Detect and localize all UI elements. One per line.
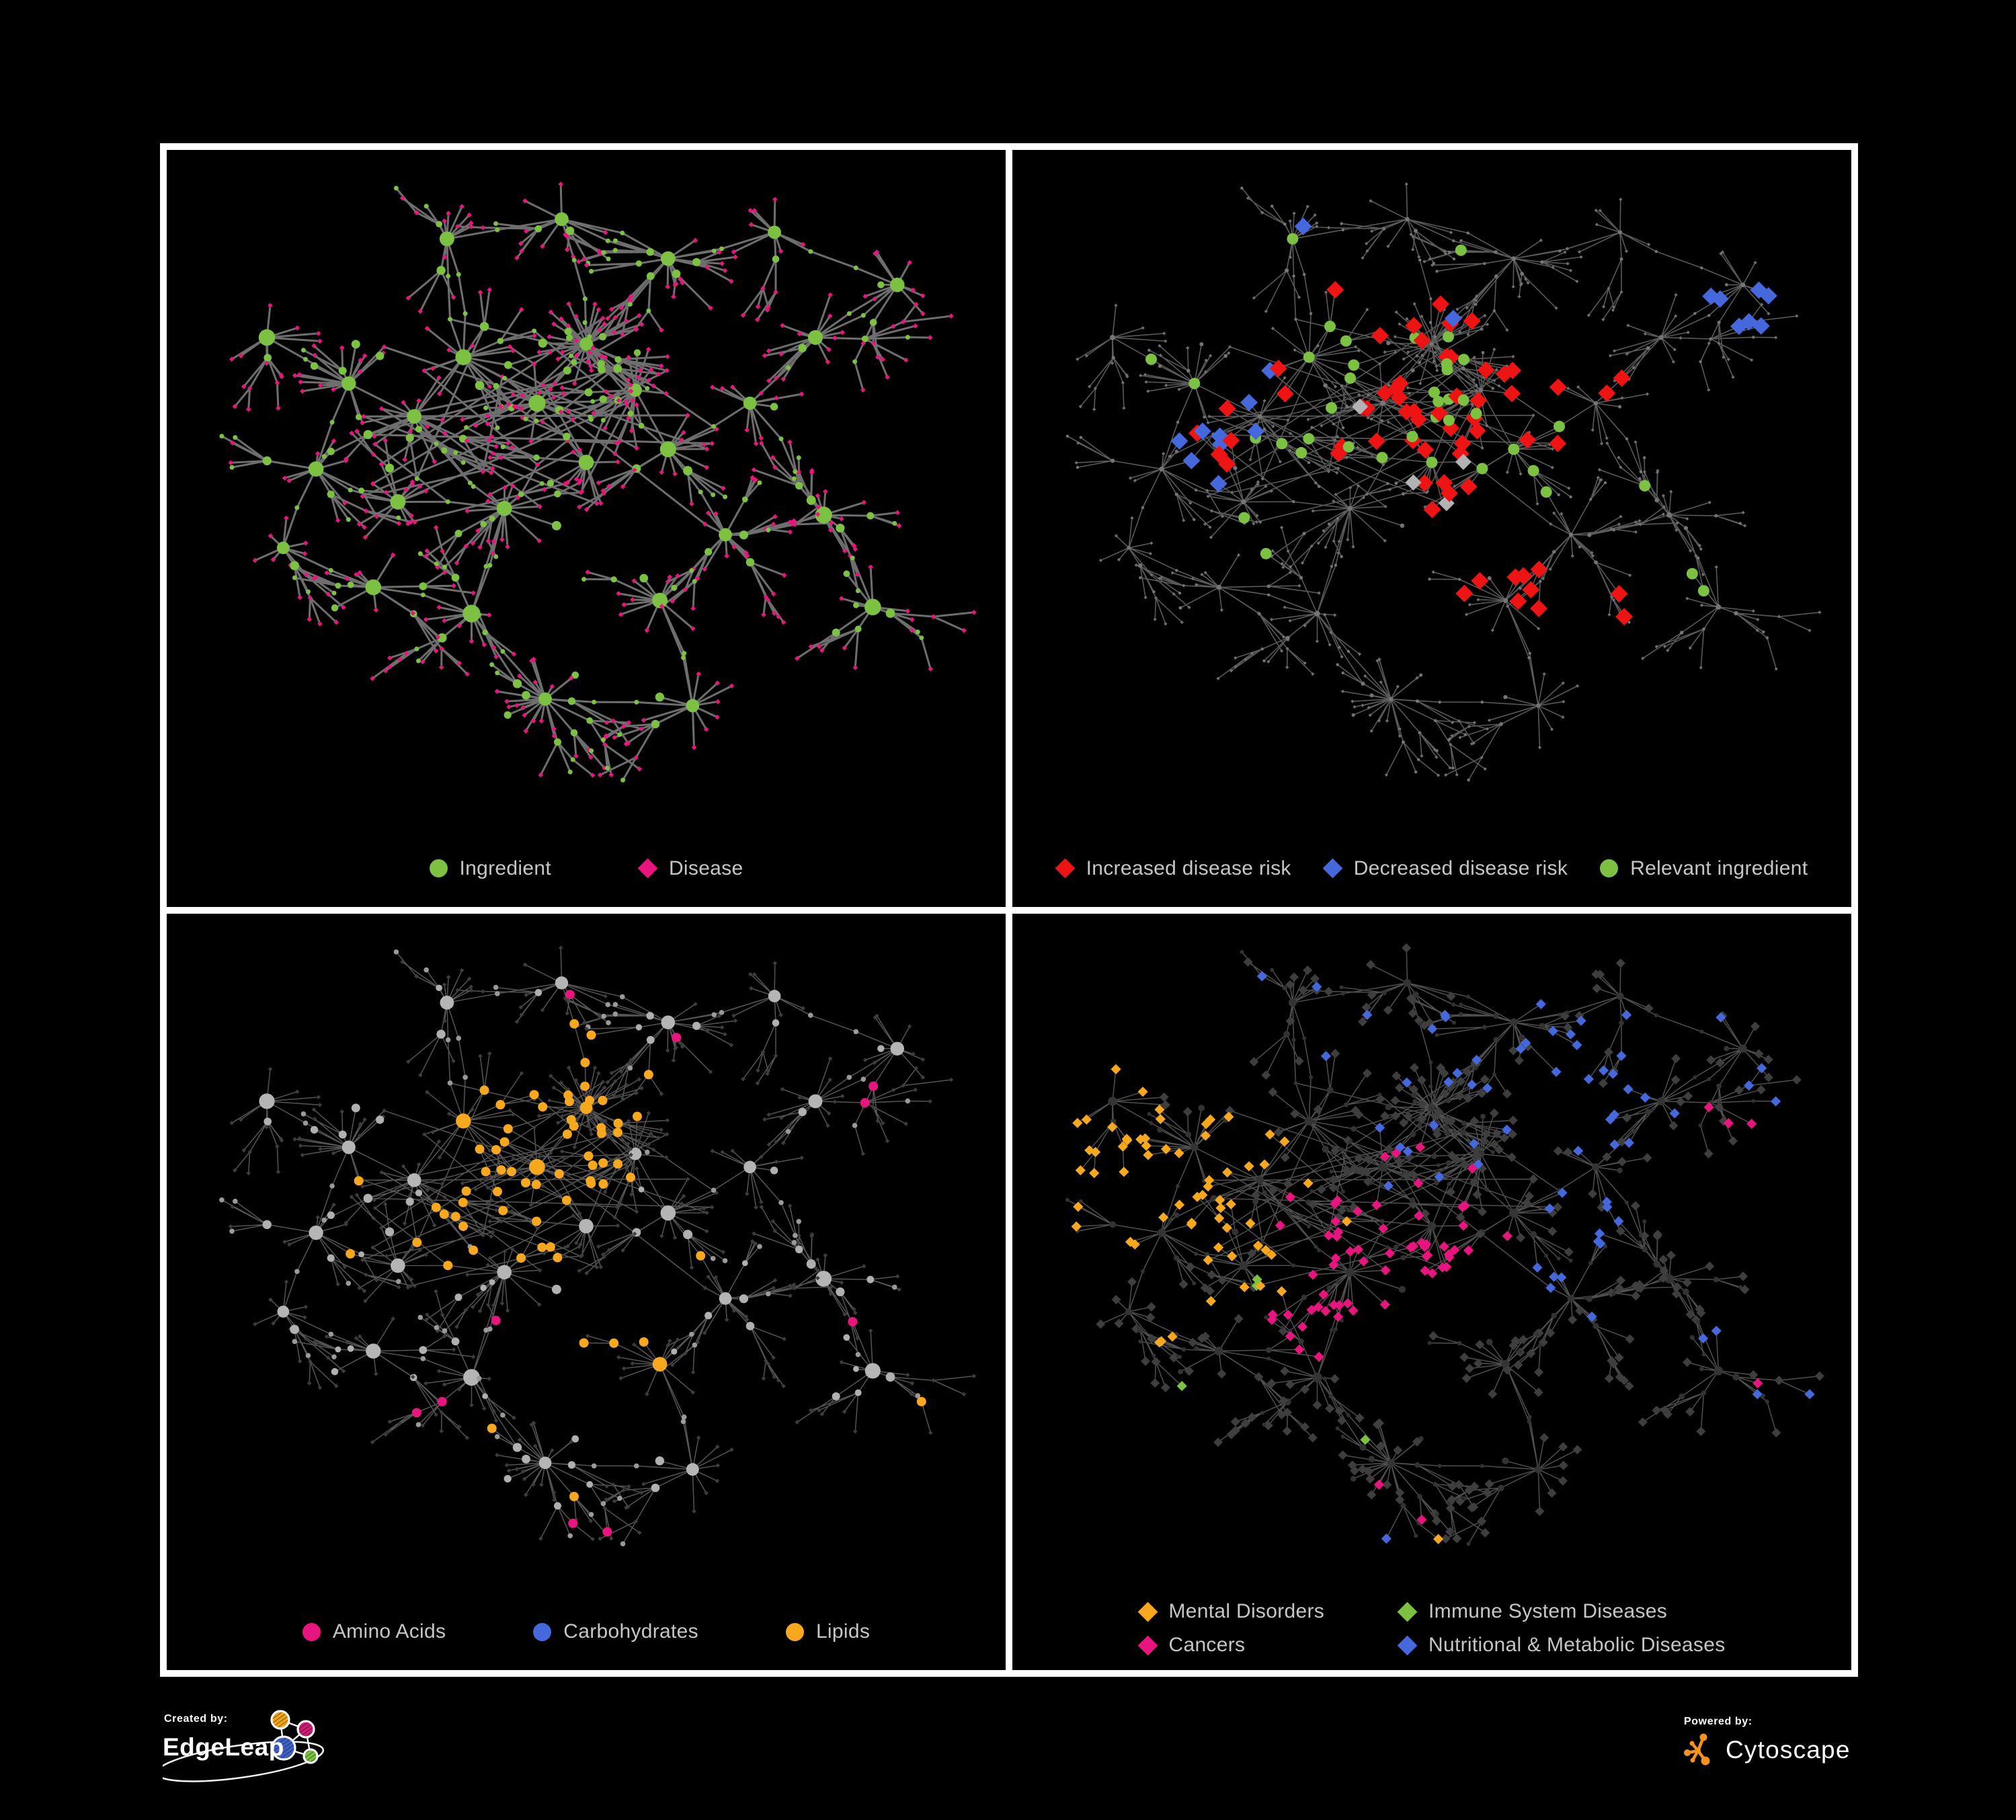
legend-disease-classes: Mental Disorders Immune System Diseases … — [1012, 1600, 1851, 1657]
legend-label: Carbohydrates — [563, 1620, 698, 1643]
legend-label: Ingredient — [459, 857, 551, 879]
network-nodes — [219, 182, 977, 783]
legend-item: Nutritional & Metabolic Diseases — [1397, 1634, 1726, 1657]
disease-legend-marker-icon — [637, 858, 658, 879]
panel-ingredient-disease: Ingredient Disease — [167, 150, 1006, 907]
immune-diseases-legend-marker-icon — [1397, 1601, 1418, 1622]
nutritional-metabolic-legend-marker-icon — [1397, 1635, 1418, 1655]
legend-item: Relevant ingredient — [1600, 857, 1808, 880]
legend-nutrient-classes: Amino Acids Carbohydrates Lipids — [167, 1620, 1006, 1643]
powered-by-label: Powered by: — [1684, 1716, 1752, 1727]
legend-label: Nutritional & Metabolic Diseases — [1428, 1634, 1726, 1656]
panel-disease-risk: Increased disease risk Decreased disease… — [1012, 150, 1851, 907]
panel-nutrient-classes: Amino Acids Carbohydrates Lipids — [167, 913, 1006, 1670]
network-edges — [1067, 184, 1820, 781]
edgeleap-logo-text: EdgeLeap — [163, 1733, 284, 1761]
legend-label: Relevant ingredient — [1630, 857, 1808, 879]
carbohydrates-legend-marker-icon — [533, 1622, 552, 1641]
network-nodes — [1065, 943, 1824, 1546]
amino-acids-legend-marker-icon — [302, 1622, 321, 1641]
legend-label: Disease — [668, 857, 743, 879]
panel-grid: Ingredient Disease Increased disease ris… — [160, 143, 1858, 1677]
cytoscape-logo-icon — [1684, 1733, 1710, 1766]
legend-label: Decreased disease risk — [1353, 857, 1568, 879]
legend-item: Lipids — [785, 1620, 871, 1643]
edgeleap-logo-icon — [163, 1710, 325, 1782]
network-highlighted-nodes — [346, 989, 926, 1536]
network-highlighted-nodes — [1145, 217, 1777, 626]
legend-label: Increased disease risk — [1086, 857, 1291, 879]
network-edges — [1067, 947, 1820, 1544]
legend-label: Immune System Diseases — [1428, 1600, 1668, 1622]
network-nodes — [219, 945, 977, 1546]
legend-disease-risk: Increased disease risk Decreased disease… — [1012, 857, 1851, 880]
ingredient-legend-marker-icon — [429, 859, 448, 877]
legend-item: Mental Disorders — [1137, 1600, 1325, 1623]
relevant-ingredient-legend-marker-icon — [1600, 859, 1619, 877]
legend-item: Ingredient — [429, 857, 551, 880]
network-edges — [221, 184, 974, 781]
lipids-legend-marker-icon — [785, 1622, 804, 1641]
legend-item: Immune System Diseases — [1397, 1600, 1725, 1623]
created-by-label: Created by: — [164, 1713, 228, 1725]
network-highlighted-nodes — [1071, 970, 1815, 1544]
legend-item: Decreased disease risk — [1322, 857, 1568, 880]
decreased-risk-legend-marker-icon — [1322, 858, 1343, 879]
network-graph-disease-classes — [1065, 943, 1824, 1546]
legend-ingredient-disease: Ingredient Disease — [167, 857, 1006, 880]
legend-label: Cancers — [1168, 1634, 1246, 1656]
legend-label: Mental Disorders — [1168, 1600, 1325, 1622]
network-nodes — [1065, 182, 1822, 782]
cytoscape-credit: Powered by: Cytosc — [1684, 1716, 1980, 1796]
legend-item: Increased disease risk — [1055, 857, 1291, 880]
legend-label: Amino Acids — [332, 1620, 446, 1643]
legend-item: Carbohydrates — [533, 1620, 698, 1643]
cancers-legend-marker-icon — [1137, 1635, 1158, 1655]
mental-disorders-legend-marker-icon — [1137, 1601, 1158, 1622]
legend-item: Disease — [637, 857, 743, 880]
legend-label: Lipids — [815, 1620, 871, 1643]
network-graph-nutrient-classes — [219, 945, 977, 1546]
network-graph-ingredient-disease — [219, 182, 977, 783]
edgeleap-credit: Created by: EdgeLeap — [163, 1709, 358, 1810]
network-graph-disease-risk — [1065, 182, 1822, 782]
legend-item: Cancers — [1137, 1634, 1325, 1657]
cytoscape-logo-text: Cytoscape — [1726, 1736, 1851, 1764]
panel-disease-classes: Mental Disorders Immune System Diseases … — [1012, 913, 1851, 1670]
network-edges — [221, 947, 974, 1544]
increased-risk-legend-marker-icon — [1055, 858, 1076, 879]
legend-item: Amino Acids — [302, 1620, 446, 1643]
